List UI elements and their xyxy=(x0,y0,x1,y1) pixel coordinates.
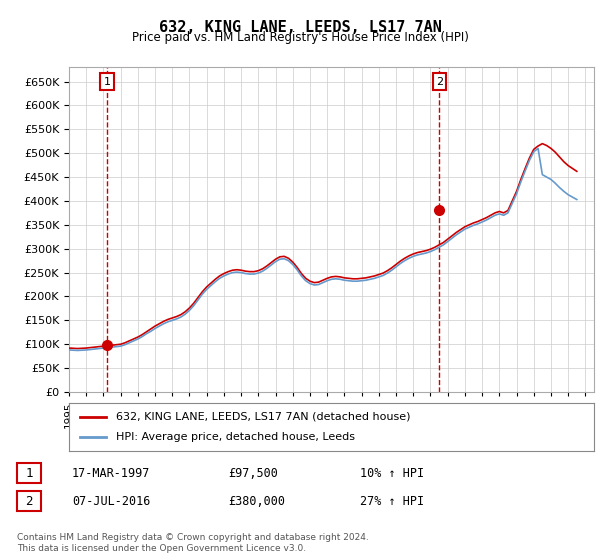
Text: 632, KING LANE, LEEDS, LS17 7AN: 632, KING LANE, LEEDS, LS17 7AN xyxy=(158,20,442,35)
Text: £380,000: £380,000 xyxy=(228,494,285,508)
Text: 2: 2 xyxy=(25,494,32,508)
Text: 27% ↑ HPI: 27% ↑ HPI xyxy=(360,494,424,508)
Text: 10% ↑ HPI: 10% ↑ HPI xyxy=(360,466,424,480)
Text: 1: 1 xyxy=(25,466,32,480)
Text: HPI: Average price, detached house, Leeds: HPI: Average price, detached house, Leed… xyxy=(116,432,355,442)
Text: 07-JUL-2016: 07-JUL-2016 xyxy=(72,494,151,508)
Text: Contains HM Land Registry data © Crown copyright and database right 2024.
This d: Contains HM Land Registry data © Crown c… xyxy=(17,533,368,553)
Text: £97,500: £97,500 xyxy=(228,466,278,480)
Text: 632, KING LANE, LEEDS, LS17 7AN (detached house): 632, KING LANE, LEEDS, LS17 7AN (detache… xyxy=(116,412,411,422)
Text: 17-MAR-1997: 17-MAR-1997 xyxy=(72,466,151,480)
Text: Price paid vs. HM Land Registry's House Price Index (HPI): Price paid vs. HM Land Registry's House … xyxy=(131,31,469,44)
Text: 1: 1 xyxy=(104,77,110,87)
Text: 2: 2 xyxy=(436,77,443,87)
